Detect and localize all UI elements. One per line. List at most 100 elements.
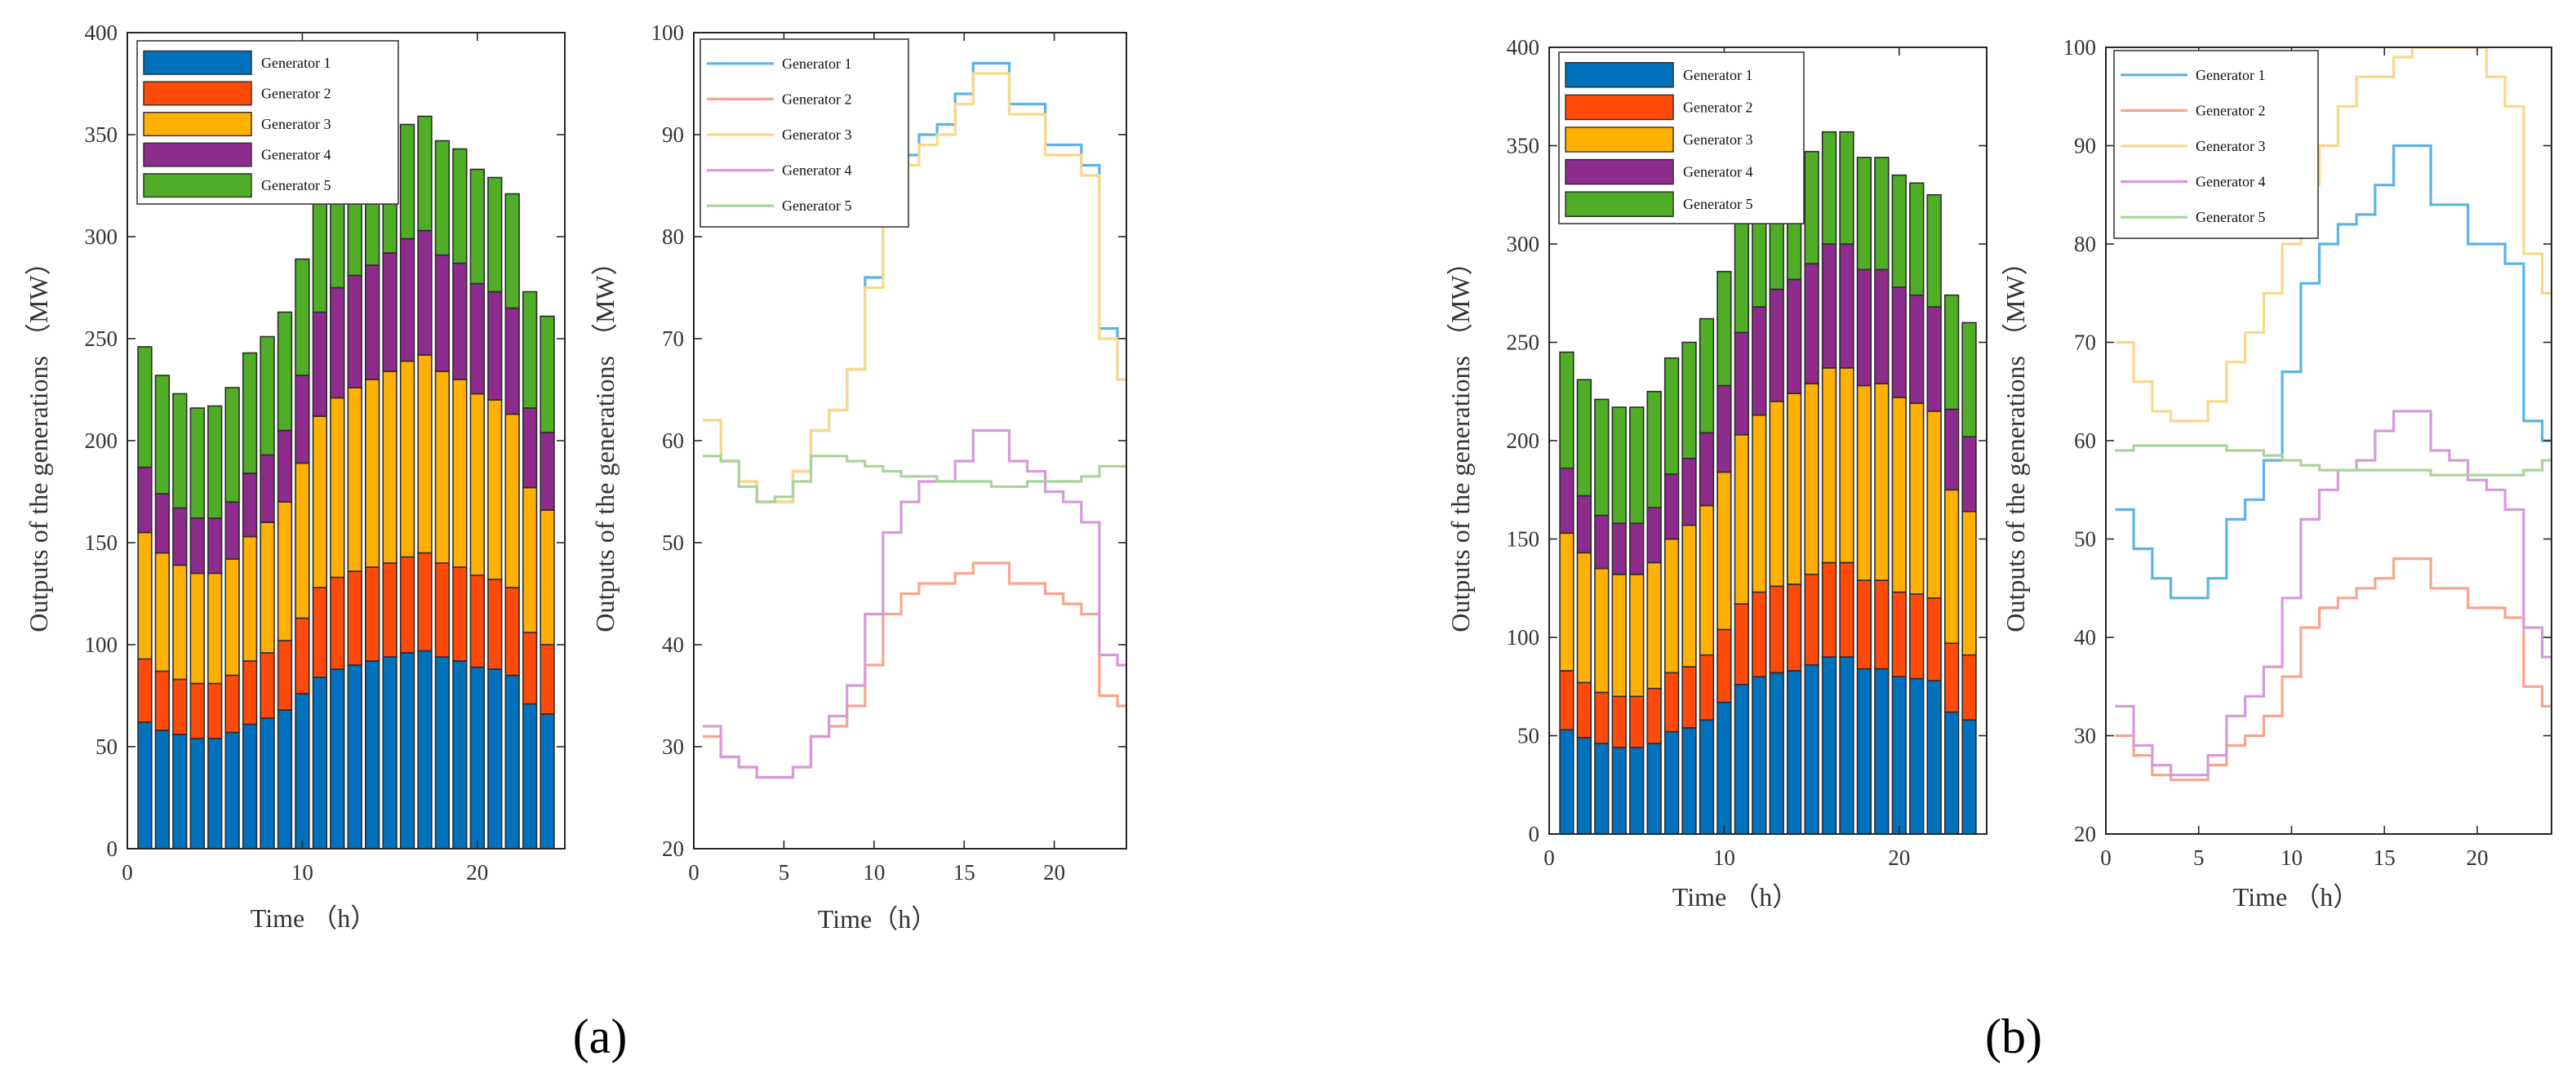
bar-segment (522, 703, 538, 849)
y-tick-label: 0 (1529, 822, 1540, 846)
legend-label: Generator 1 (782, 55, 851, 72)
bar-segment (364, 566, 380, 662)
bar-segment (1699, 654, 1715, 721)
legend-label: Generator 5 (782, 197, 851, 214)
bar-segment (382, 656, 398, 849)
bar-segment (312, 587, 328, 678)
bar-segment (1681, 524, 1697, 668)
bar-segment (1874, 668, 1890, 834)
x-tick-label: 20 (2467, 845, 2489, 870)
x-tick-label: 20 (1888, 845, 1910, 870)
bar-segment (207, 572, 223, 685)
bar-segment (417, 229, 433, 356)
bar-segment (1856, 268, 1872, 387)
bar-segment (1629, 574, 1645, 698)
bar-segment (469, 666, 485, 849)
bar-segment (1594, 514, 1610, 570)
bar-segment (260, 652, 275, 719)
y-tick-label: 60 (2074, 428, 2096, 453)
bar-segment (1717, 628, 1732, 703)
bar-segment (260, 717, 275, 849)
bar-segment (1752, 414, 1767, 593)
bar-segment (504, 193, 520, 309)
series-line (2115, 557, 2552, 782)
x-tick-label: 20 (466, 860, 488, 885)
bar-segment (1909, 294, 1925, 405)
bar-segment (137, 346, 153, 468)
bar-segment (260, 521, 275, 654)
bar-segment (1594, 567, 1610, 694)
bar-segment (1734, 220, 1750, 334)
bar-segment (1891, 591, 1907, 678)
bar-segment (1646, 743, 1662, 834)
y-tick-label: 300 (85, 224, 118, 249)
x-tick-label: 5 (779, 860, 790, 885)
bar-segment (1576, 379, 1592, 497)
chart-a-stacked-bars: 0 50 100 150 200 250 300 350 400 0 10 20 Time （h） Out… (24, 20, 566, 933)
bar-segment (1559, 670, 1574, 731)
bar-segment (1576, 681, 1592, 739)
bar-segment (1821, 656, 1837, 834)
bar-segment (207, 738, 223, 849)
y-tick-label: 200 (85, 428, 118, 453)
chart-b-step-lines: 20 30 40 50 60 70 80 90 100 0 5 10 15 20 Time （h） Outpu… (2001, 35, 2552, 912)
legend-box (2113, 50, 2319, 239)
bar-segment (330, 286, 345, 399)
legend-swatch (143, 173, 252, 198)
bar-segment (1821, 367, 1837, 564)
legend-label: Generator 5 (261, 177, 331, 193)
legend-label: Generator 3 (782, 126, 851, 143)
bar-segment (1943, 294, 1960, 410)
y-tick-label: 30 (662, 734, 684, 759)
bar-segment (1786, 278, 1802, 394)
bar-segment (224, 674, 240, 734)
legend-label: Generator 1 (2196, 67, 2265, 83)
y-tick-label: 250 (85, 326, 118, 351)
bar-segment (347, 570, 362, 666)
bar-segment (1646, 561, 1662, 690)
bar-segment (1699, 432, 1715, 507)
legend-swatch (143, 112, 252, 136)
x-tick-label: 0 (122, 860, 133, 885)
bar-segment (399, 652, 415, 849)
bar-segment (1576, 495, 1592, 554)
y-tick-label: 150 (85, 530, 118, 555)
y-axis-title: Outputs of the generations （MW） (1446, 249, 1475, 632)
bar-segment (1891, 174, 1907, 288)
bar-segment (452, 379, 468, 568)
legend-label: Generator 4 (2196, 174, 2265, 190)
legend-swatch (143, 50, 252, 75)
legend-label: Generator 2 (2196, 102, 2265, 118)
bar-segment (540, 509, 555, 646)
panel-label-a: (a) (573, 1009, 628, 1063)
bar-segment (452, 660, 468, 849)
bar-segment (452, 262, 468, 380)
bar-segment (172, 564, 188, 681)
bar-segment (1856, 384, 1872, 581)
bar-segment (347, 664, 362, 849)
panel-label-b: (b) (1985, 1009, 2042, 1063)
x-tick-label: 5 (2193, 845, 2205, 870)
y-tick-label: 350 (85, 122, 118, 147)
bar-segment (1629, 695, 1645, 748)
bar-segment (1752, 306, 1767, 416)
series-line (2115, 410, 2552, 777)
bar-segment (1769, 585, 1784, 674)
bar-segment (1874, 157, 1890, 271)
bar-segment (434, 254, 451, 372)
y-tick-label: 50 (95, 734, 118, 759)
bar-segment (1943, 489, 1960, 645)
bar-segment (1734, 331, 1750, 436)
legend-swatch (1565, 94, 1674, 121)
bar-segment (295, 375, 310, 464)
legend-label: Generator 5 (1683, 196, 1752, 212)
bar-segment (1769, 288, 1784, 402)
bar-segment (189, 738, 205, 849)
bar-segment (189, 682, 205, 739)
x-tick-label: 10 (2281, 845, 2303, 870)
legend-label: Generator 3 (2196, 138, 2265, 154)
bar-segment (399, 123, 415, 240)
bar-segment (1891, 286, 1907, 398)
legend-label: Generator 2 (1683, 99, 1752, 115)
x-tick-label: 0 (688, 860, 700, 885)
